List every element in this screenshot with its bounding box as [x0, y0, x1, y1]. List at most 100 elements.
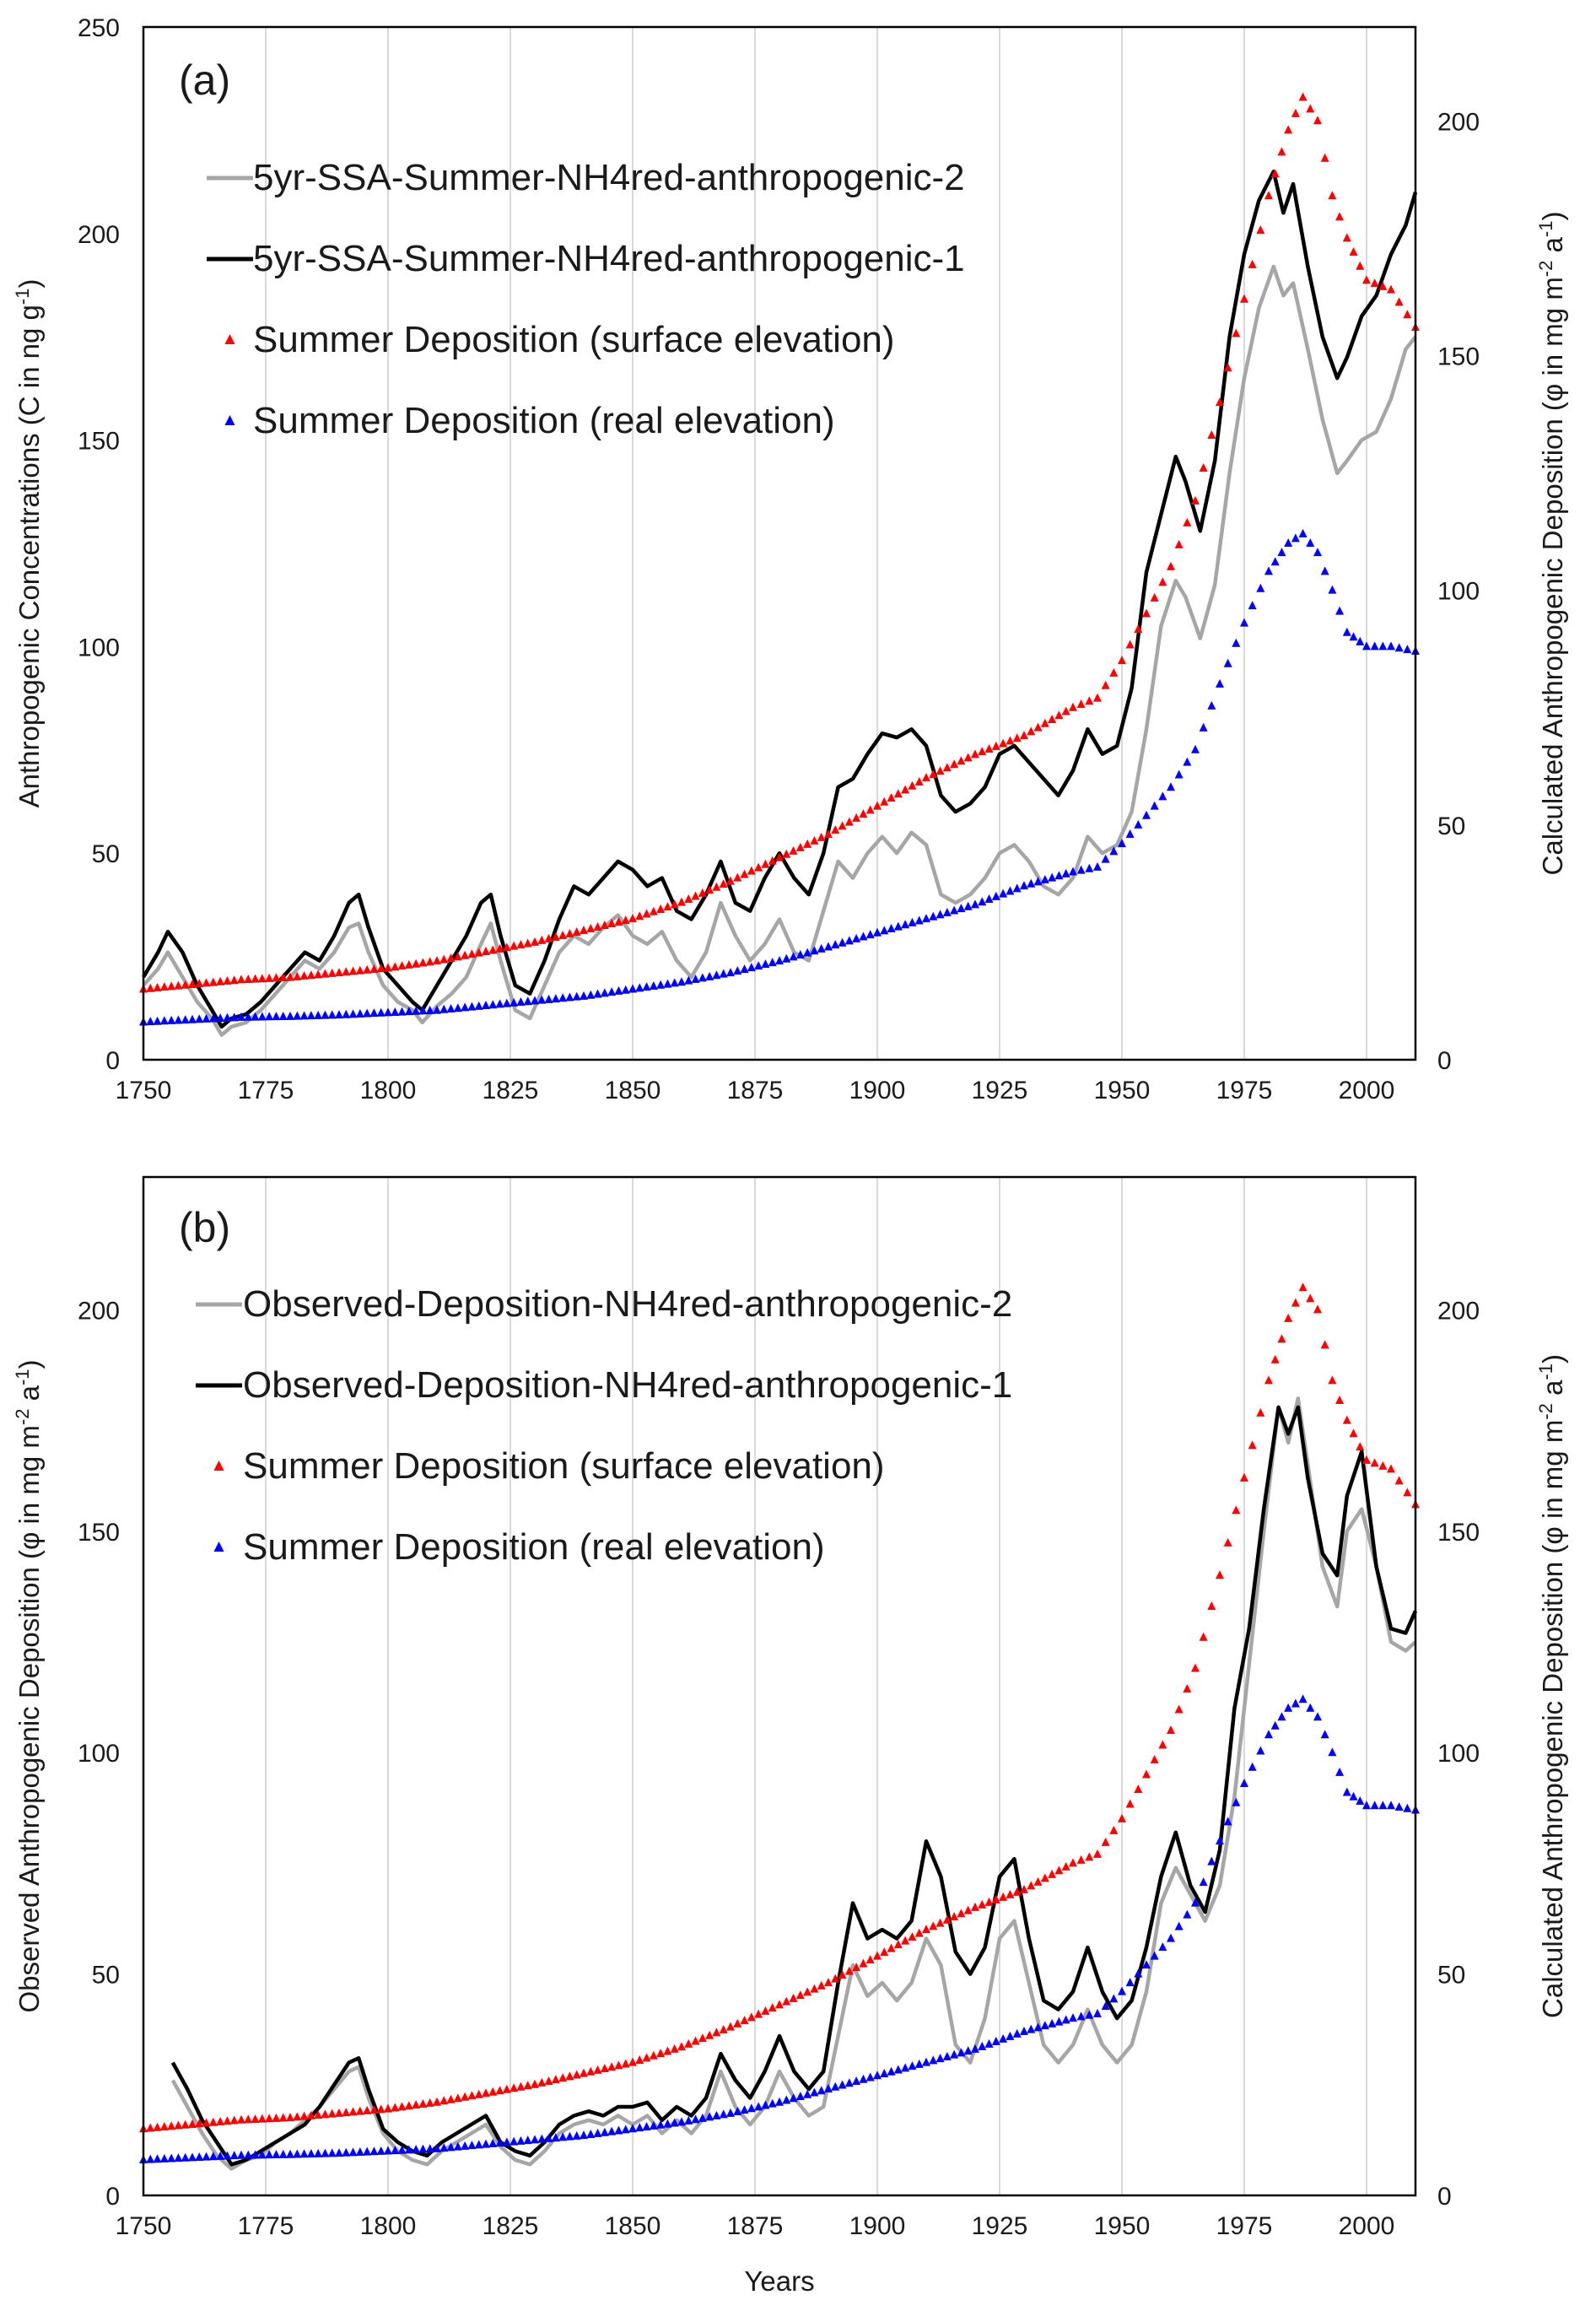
- data-point: [1020, 881, 1028, 890]
- data-point: [677, 897, 686, 906]
- data-point: [775, 852, 784, 861]
- data-point: [971, 899, 979, 909]
- data-point: [181, 2119, 190, 2129]
- data-point: [1101, 854, 1110, 863]
- data-point: [991, 891, 1000, 900]
- superscript: -2: [1535, 1403, 1556, 1420]
- data-point: [1349, 247, 1358, 256]
- data-point: [153, 2154, 162, 2163]
- data-point: [202, 2152, 211, 2161]
- data-point: [991, 741, 1000, 750]
- data-point: [516, 997, 526, 1007]
- legend-entry: Observed-Deposition-NH4red-anthropogenic…: [196, 1283, 1012, 1325]
- data-point: [446, 2142, 456, 2152]
- data-point: [971, 2044, 979, 2053]
- data-point: [348, 2147, 358, 2157]
- data-point: [1183, 1909, 1192, 1919]
- data-point: [1150, 1951, 1159, 1960]
- data-point: [1054, 871, 1064, 880]
- data-point: [502, 942, 511, 952]
- label-part: a: [1537, 1380, 1568, 1403]
- data-point: [580, 2068, 588, 2077]
- data-point: [873, 2071, 882, 2080]
- data-point: [397, 1007, 407, 1016]
- gridlines: [143, 27, 1367, 1060]
- data-point: [146, 2123, 155, 2132]
- label-part: Calculated Anthropogenic Deposition (φ i…: [1537, 277, 1568, 875]
- legend-swatch: [213, 1461, 224, 1471]
- data-point: [1370, 278, 1379, 288]
- data-point: [327, 1010, 337, 1019]
- data-point: [495, 2138, 504, 2147]
- x-tick-label: 1875: [727, 2212, 784, 2240]
- data-point: [795, 1990, 805, 2000]
- data-point: [642, 2122, 651, 2131]
- data-point: [1403, 1803, 1412, 1812]
- x-tick-label: 1975: [1216, 2212, 1273, 2240]
- data-point: [146, 2154, 155, 2163]
- label-part: a: [13, 1385, 45, 1408]
- data-point: [181, 1015, 190, 1024]
- data-point: [929, 1921, 938, 1930]
- data-point: [935, 766, 945, 775]
- data-point: [1232, 328, 1241, 337]
- data-point: [712, 882, 721, 891]
- data-point: [880, 1947, 889, 1957]
- data-point: [488, 1000, 498, 1009]
- data-point: [656, 2119, 666, 2129]
- data-point: [1191, 1663, 1200, 1672]
- data-point: [461, 2141, 470, 2150]
- data-point: [1020, 1884, 1028, 1893]
- data-point: [167, 2153, 176, 2163]
- data-point: [348, 966, 358, 975]
- data-point: [1328, 585, 1337, 594]
- data-point: [999, 888, 1008, 898]
- x-tick-label: 1775: [238, 2212, 294, 2240]
- data-point: [1306, 104, 1315, 113]
- data-point: [1291, 108, 1300, 117]
- data-point: [852, 2076, 861, 2086]
- data-point: [1335, 1396, 1345, 1405]
- data-point: [957, 756, 966, 765]
- data-point: [1306, 1293, 1315, 1303]
- data-point: [174, 1015, 183, 1024]
- data-point: [726, 876, 735, 885]
- data-point: [1256, 1746, 1265, 1755]
- data-point: [1040, 874, 1049, 883]
- data-point: [1020, 2026, 1028, 2035]
- data-point: [531, 2079, 539, 2088]
- data-point: [474, 2089, 483, 2098]
- data-point: [803, 1987, 812, 1996]
- data-point: [1033, 877, 1043, 886]
- data-point: [1291, 1298, 1300, 1307]
- data-point: [1061, 1861, 1070, 1871]
- data-point: [838, 821, 847, 830]
- x-tick-label: 1750: [116, 2212, 172, 2240]
- data-point: [865, 805, 875, 814]
- data-point: [984, 894, 994, 904]
- data-point: [580, 991, 588, 1000]
- data-point: [754, 961, 763, 970]
- data-point: [768, 958, 777, 967]
- data-point: [391, 2103, 400, 2112]
- series-summer-deposition-real-elevation: [139, 1694, 1420, 2164]
- data-point: [1264, 1730, 1273, 1739]
- data-point: [1085, 2010, 1094, 2019]
- data-point: [1101, 2001, 1110, 2011]
- data-point: [1349, 1428, 1358, 1438]
- panel-label: (b): [179, 1204, 230, 1251]
- data-point: [510, 2083, 519, 2092]
- data-point: [1284, 1313, 1293, 1322]
- data-point: [1223, 658, 1232, 667]
- data-point: [418, 958, 428, 967]
- data-point: [649, 980, 658, 990]
- data-point: [1054, 710, 1064, 720]
- data-point: [1394, 1801, 1404, 1811]
- data-point: [1191, 495, 1200, 505]
- data-point: [439, 954, 449, 964]
- data-point: [1167, 782, 1175, 791]
- data-point: [942, 763, 952, 772]
- data-point: [1048, 872, 1057, 882]
- data-point: [342, 967, 351, 976]
- data-point: [425, 957, 434, 966]
